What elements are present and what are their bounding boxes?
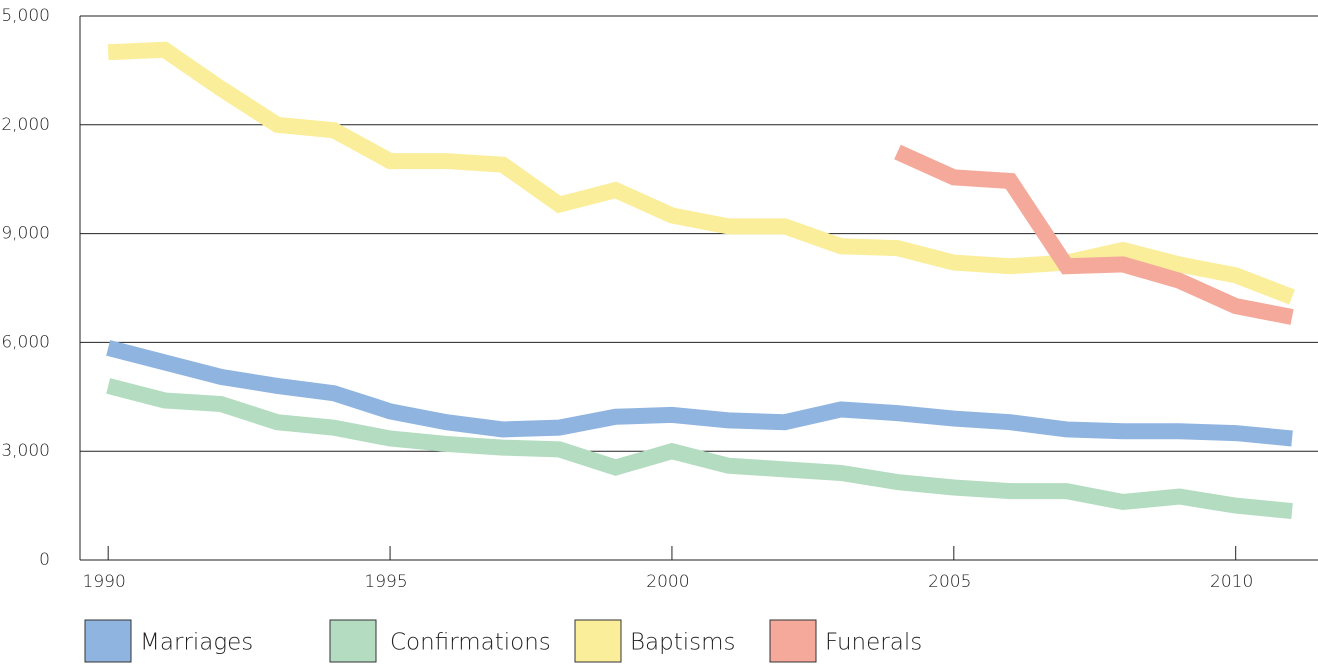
legend-swatch bbox=[769, 619, 817, 663]
x-tick-label: 1990 bbox=[83, 572, 126, 592]
legend-label: Confirmations bbox=[390, 630, 551, 656]
y-tick-label: 6,000 bbox=[1, 332, 50, 352]
legend-label: Funerals bbox=[825, 630, 922, 656]
y-tick-label: 15,000 bbox=[0, 6, 50, 26]
legend-label: Baptisms bbox=[630, 630, 736, 656]
series-line bbox=[106, 340, 1293, 447]
y-tick-label: 12,000 bbox=[0, 115, 50, 135]
legend-swatch bbox=[329, 619, 377, 663]
series-line bbox=[894, 144, 1294, 325]
legend-swatch bbox=[84, 619, 132, 663]
y-tick-label: 3,000 bbox=[1, 441, 50, 461]
y-tick-label: 0 bbox=[39, 550, 50, 570]
y-tick-label: 9,000 bbox=[1, 224, 50, 244]
legend-label: Marriages bbox=[140, 630, 253, 656]
series-line bbox=[106, 378, 1293, 520]
x-tick-label: 2005 bbox=[928, 572, 971, 592]
series-line bbox=[107, 41, 1295, 305]
x-tick-label: 1995 bbox=[364, 572, 407, 592]
legend-swatch bbox=[574, 619, 622, 663]
x-tick-label: 2010 bbox=[1210, 572, 1253, 592]
x-tick-label: 2000 bbox=[646, 572, 689, 592]
